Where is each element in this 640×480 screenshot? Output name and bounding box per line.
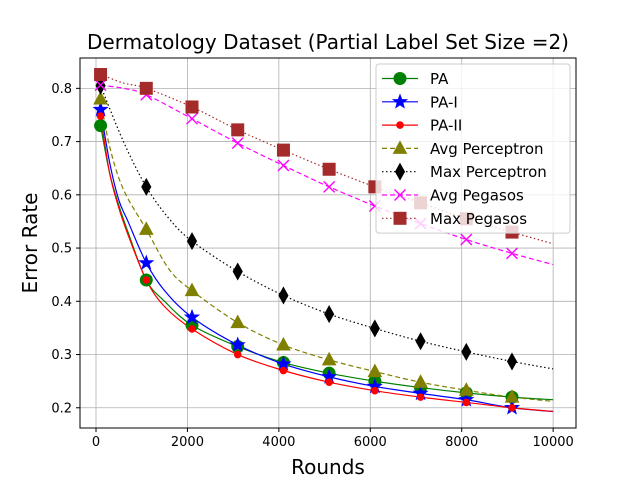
legend-box <box>375 63 571 234</box>
y-tick-label: 0.7 <box>51 135 72 150</box>
data-point-avg-perceptron <box>184 282 200 297</box>
legend-label-pa-i: PA-I <box>430 93 458 111</box>
legend-label-avg-pegasos: Avg Pegasos <box>430 187 524 205</box>
legend-marker-pa-i <box>391 93 409 109</box>
plot-area-frame <box>79 57 577 429</box>
data-point-avg-perceptron <box>504 389 520 403</box>
x-tick-label: 4000 <box>262 435 295 450</box>
data-point-pa-ii <box>416 393 425 401</box>
data-point-pa-ii <box>325 378 333 387</box>
x-tick-label: 2000 <box>171 435 204 450</box>
data-point-avg-pegasos <box>506 247 518 260</box>
x-tick-label: 0 <box>92 435 100 450</box>
legend-marker-max-perceptron <box>394 162 406 181</box>
x-tick-label: 8000 <box>445 435 478 450</box>
data-point-max-perceptron <box>506 352 518 371</box>
data-point-pa-ii <box>96 112 105 120</box>
data-point-max-perceptron <box>369 319 380 338</box>
x-tick-label: 6000 <box>354 435 387 450</box>
legend-label-pa: PA <box>430 70 449 88</box>
legend-label-pa-ii: PA-II <box>430 117 462 135</box>
data-point-avg-perceptron <box>321 351 337 366</box>
y-tick-label: 0.6 <box>51 188 72 203</box>
data-point-avg-pegasos <box>231 137 244 150</box>
legend-label-max-pegasos: Max Pegasos <box>430 210 527 228</box>
series-markers <box>92 68 521 415</box>
legend: PA PA-I PA-II Avg Perceptron Max Perceptron A… <box>375 63 571 234</box>
data-point-avg-pegasos <box>460 233 473 246</box>
data-point-avg-perceptron <box>413 374 428 388</box>
data-point-avg-pegasos <box>186 112 198 125</box>
y-tick-label: 0.2 <box>51 401 72 416</box>
data-point-pa-ii <box>508 403 516 412</box>
data-point-avg-pegasos <box>94 79 107 92</box>
chart-title: Dermatology Dataset (Partial Label Set S… <box>87 30 569 54</box>
data-point-max-pegasos <box>231 123 245 137</box>
data-point-max-pegasos <box>276 143 290 157</box>
data-point-max-perceptron <box>186 232 198 251</box>
legend-marker-max-pegasos <box>393 211 407 225</box>
y-tick-label: 0.4 <box>51 295 72 310</box>
data-point-max-perceptron <box>324 305 335 324</box>
data-point-pa-ii <box>188 325 196 333</box>
data-point-avg-perceptron <box>458 382 474 396</box>
legend-marker-avg-perceptron <box>392 140 408 154</box>
legend-label-max-perceptron: Max Perceptron <box>430 163 547 181</box>
legend-marker-pa-ii <box>396 121 404 129</box>
axis-ticks: 0 2000 4000 6000 8000 10000 0.2 0.3 0.4 0.5 0.6 0.7… <box>51 82 574 450</box>
data-point-max-perceptron <box>278 286 289 305</box>
data-point-max-perceptron <box>232 262 243 281</box>
data-point-avg-pegasos <box>323 180 336 193</box>
data-point-pa-ii <box>142 276 151 284</box>
data-point-pa <box>94 119 108 133</box>
x-axis-title: Rounds <box>291 455 365 479</box>
y-axis-title: Error Rate <box>18 193 42 294</box>
data-point-pa-i <box>183 308 201 325</box>
data-point-avg-perceptron <box>230 314 246 329</box>
x-tick-label: 10000 <box>532 435 573 450</box>
data-point-pa-ii <box>371 386 379 395</box>
legend-marker-avg-pegasos <box>394 189 406 201</box>
data-point-max-perceptron <box>415 332 426 351</box>
data-point-avg-perceptron <box>93 90 108 105</box>
data-point-max-perceptron <box>461 342 472 361</box>
data-point-pa-i <box>229 336 246 352</box>
data-point-max-pegasos <box>94 68 108 82</box>
data-point-avg-perceptron <box>138 221 154 235</box>
data-point-avg-perceptron <box>276 336 291 351</box>
y-tick-label: 0.3 <box>51 348 72 363</box>
data-point-max-pegasos <box>185 100 199 114</box>
data-point-avg-pegasos <box>277 159 290 172</box>
legend-marker-pa <box>393 72 407 85</box>
y-tick-label: 0.5 <box>51 242 72 257</box>
data-point-max-perceptron <box>141 177 152 196</box>
data-point-pa-ii <box>462 398 471 407</box>
y-tick-label: 0.8 <box>51 82 72 97</box>
data-point-max-pegasos <box>139 81 153 95</box>
data-point-pa-i <box>138 254 155 270</box>
data-point-avg-perceptron <box>367 363 383 378</box>
data-point-pa-ii <box>279 366 288 375</box>
legend-label-avg-perceptron: Avg Perceptron <box>430 140 544 158</box>
data-point-pa-ii <box>233 350 242 359</box>
data-point-max-pegasos <box>322 162 336 176</box>
